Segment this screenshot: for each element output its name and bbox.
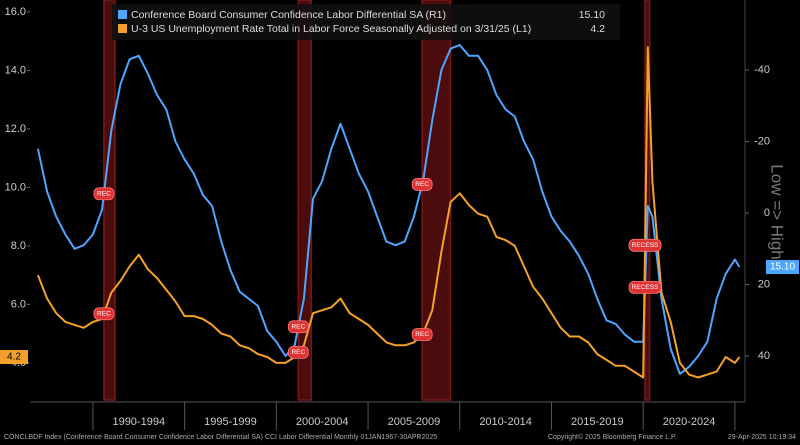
y2-note: Low => High bbox=[768, 164, 787, 259]
series-line bbox=[36, 46, 741, 379]
y2-tick-label: -40 bbox=[754, 64, 770, 76]
legend-swatch bbox=[118, 10, 127, 19]
legend-label: Conference Board Consumer Confidence Lab… bbox=[131, 9, 446, 21]
x-period-label: 2005-2009 bbox=[388, 416, 441, 428]
recession-marker bbox=[628, 280, 662, 294]
y2-tick-label: 0 bbox=[764, 207, 770, 219]
x-period-label: 2000-2004 bbox=[296, 416, 349, 428]
x-period-label: 2010-2014 bbox=[479, 416, 532, 428]
y-tick-label: 16.0 bbox=[5, 6, 26, 18]
y-tick-label: 12.0 bbox=[5, 123, 26, 135]
recession-band bbox=[297, 0, 312, 401]
x-period-label: 2015-2019 bbox=[571, 416, 624, 428]
y2-tick-label: 40 bbox=[758, 350, 770, 362]
recession-marker bbox=[628, 238, 662, 252]
legend-box bbox=[112, 4, 620, 40]
recession-label: REC bbox=[291, 349, 305, 356]
last-value-tag bbox=[0, 350, 28, 365]
y-tick-label: 14.0 bbox=[5, 64, 26, 76]
footer-copyright: Copyright© 2025 Bloomberg Finance L.P. bbox=[548, 433, 677, 441]
legend-label: U-3 US Unemployment Rate Total in Labor … bbox=[131, 23, 531, 35]
recession-marker bbox=[93, 307, 115, 321]
recession-marker bbox=[93, 187, 115, 201]
last-value-tag bbox=[766, 260, 799, 275]
y2-tick-label: 20 bbox=[758, 278, 770, 290]
recession-marker bbox=[411, 328, 433, 341]
x-period-label: 1990-1994 bbox=[112, 416, 165, 428]
last-value-label: 15.10 bbox=[770, 262, 795, 273]
footer-timestamp: 29-Apr-2025 10:19:34 bbox=[728, 434, 796, 441]
recession-label: RECESS bbox=[632, 242, 659, 249]
recession-marker bbox=[411, 178, 433, 191]
recession-label: REC bbox=[415, 331, 429, 338]
series-line bbox=[36, 44, 741, 375]
last-value-label: 4.2 bbox=[7, 352, 21, 363]
y-tick-label: 8.0 bbox=[11, 240, 26, 252]
x-period-label: 2020-2024 bbox=[663, 416, 716, 428]
recession-label: RECESS bbox=[632, 284, 659, 291]
legend-swatch bbox=[118, 24, 127, 33]
recession-marker bbox=[287, 345, 309, 359]
legend-value: 4.2 bbox=[590, 23, 605, 35]
recession-label: REC bbox=[97, 310, 111, 317]
recession-label: REC bbox=[415, 181, 429, 188]
legend-value: 15.10 bbox=[579, 9, 605, 21]
recession-marker bbox=[287, 320, 309, 334]
recession-label: REC bbox=[291, 323, 305, 330]
y2-tick-label: -20 bbox=[754, 135, 770, 147]
footer-source: CONCLBDF Index (Conference Board Consume… bbox=[4, 434, 437, 441]
y-tick-label: 6.0 bbox=[11, 298, 26, 310]
recession-label: REC bbox=[97, 190, 111, 197]
x-period-label: 1995-1999 bbox=[204, 416, 257, 428]
y-tick-label: 10.0 bbox=[5, 181, 26, 193]
